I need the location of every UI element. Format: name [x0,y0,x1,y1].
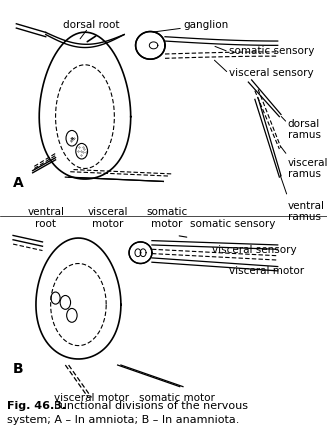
Text: visceral
motor: visceral motor [88,207,128,229]
Text: ventral
root: ventral root [27,207,64,229]
Polygon shape [136,32,165,59]
Text: A: A [13,176,24,190]
Text: system; A – In amniota; B – In anamniota.: system; A – In amniota; B – In anamniota… [6,415,239,425]
Circle shape [66,130,78,146]
Circle shape [51,292,60,304]
Text: somatic
motor: somatic motor [146,207,187,229]
Text: somatic sensory: somatic sensory [229,46,314,56]
Polygon shape [129,242,152,264]
Circle shape [67,308,77,322]
Text: visceral
ramus: visceral ramus [288,158,328,179]
Text: ventral
ramus: ventral ramus [288,201,325,222]
Text: visceral motor: visceral motor [229,267,304,276]
Text: dorsal
ramus: dorsal ramus [288,119,321,140]
Text: visceral sensory: visceral sensory [212,245,297,255]
Text: ganglion: ganglion [183,20,228,30]
Text: B: B [13,362,24,376]
Circle shape [76,143,88,159]
Text: dorsal root: dorsal root [63,20,120,30]
Text: Functional divisions of the nervous: Functional divisions of the nervous [54,401,248,411]
Text: somatic motor: somatic motor [138,393,214,403]
Text: visceral sensory: visceral sensory [229,68,313,78]
Text: Fig. 46.3.: Fig. 46.3. [6,401,66,411]
Text: visceral motor: visceral motor [54,393,129,403]
Circle shape [60,295,71,309]
Text: somatic sensory: somatic sensory [190,219,275,229]
